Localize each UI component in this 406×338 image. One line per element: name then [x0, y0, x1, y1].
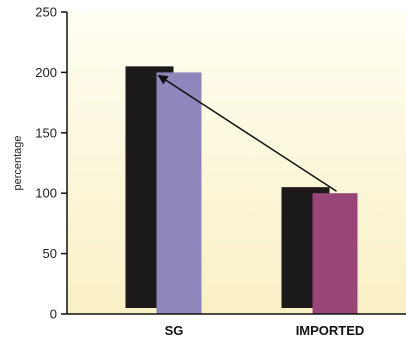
bar — [156, 72, 202, 315]
x-category-label: SG — [165, 323, 184, 338]
y-tick-label: 50 — [43, 246, 57, 261]
y-axis-title: percentage — [12, 135, 24, 190]
y-tick-label: 200 — [35, 65, 57, 80]
y-tick-label: 250 — [35, 5, 57, 20]
y-tick-label: 100 — [35, 186, 57, 201]
bar — [312, 193, 358, 314]
y-tick-label: 0 — [50, 307, 57, 322]
y-tick-label: 150 — [35, 125, 57, 140]
x-category-label: IMPORTED — [296, 323, 365, 338]
annotation-arrow — [157, 74, 337, 192]
